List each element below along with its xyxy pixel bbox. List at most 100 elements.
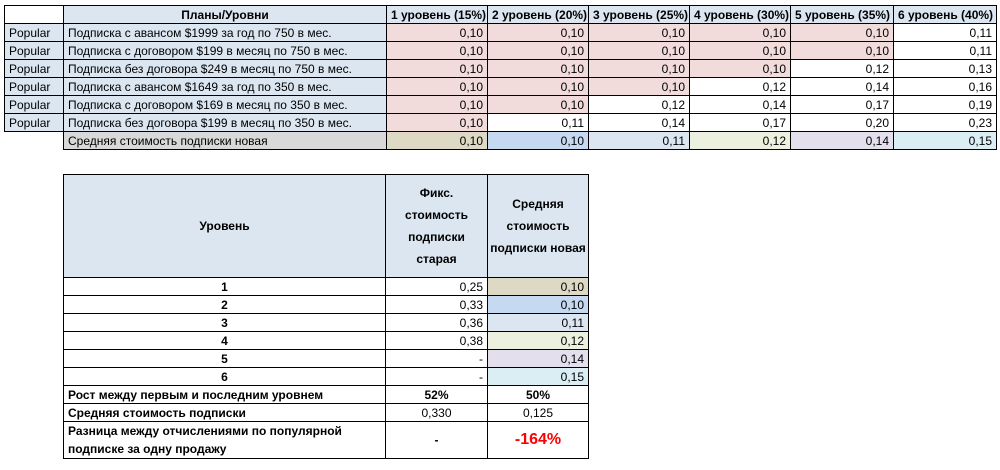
level-value-cell: 0,10 <box>689 59 791 78</box>
level-value-cell: 0,10 <box>790 23 894 42</box>
plan-row: Popular Подписка без договора $199 в меся… <box>4 113 997 132</box>
avg-value-6: 0,15 <box>893 131 997 150</box>
level-value-cell: 0,10 <box>487 77 589 96</box>
level-value-cell: 0,23 <box>893 113 997 132</box>
header-level-4: 4 уровень (30%) <box>689 5 791 24</box>
plan-name: Подписка с авансом $1649 за год по 350 в… <box>63 77 387 96</box>
level-value-cell: 0,10 <box>386 95 488 114</box>
header-plans: Планы/Уровни <box>63 5 387 24</box>
new-cost-value: 0,15 <box>487 367 589 386</box>
old-cost-value: - <box>385 367 488 386</box>
level-row: 4 0,38 0,12 <box>63 331 589 350</box>
level-value-cell: 0,10 <box>386 23 488 42</box>
plan-row: Popular Подписка с авансом $1649 за год п… <box>4 77 997 96</box>
level-value-cell: 0,16 <box>893 77 997 96</box>
plans-levels-table: Планы/Уровни 1 уровень (15%) 2 уровень (… <box>4 5 997 150</box>
level-value-cell: 0,12 <box>689 77 791 96</box>
level-value-cell: 0,10 <box>487 41 589 60</box>
avg-label: Средняя стоимость подписки новая <box>63 131 387 150</box>
old-cost-value: 0,33 <box>385 295 488 314</box>
popular-tag: Popular <box>4 113 64 132</box>
growth-label: Рост между первым и последним уровнем <box>63 385 386 404</box>
average-cost-label: Средняя стоимость подписки <box>63 403 386 422</box>
growth-new: 50% <box>487 385 589 404</box>
plan-name: Подписка с договором $169 в месяц по 350… <box>63 95 387 114</box>
level-number: 6 <box>63 367 386 386</box>
avg-value-3: 0,11 <box>588 131 690 150</box>
level-value-cell: 0,10 <box>588 77 690 96</box>
popular-tag: Popular <box>4 95 64 114</box>
new-cost-value: 0,14 <box>487 349 589 368</box>
table1-header-row: Планы/Уровни 1 уровень (15%) 2 уровень (… <box>4 5 997 24</box>
level-row: 1 0,25 0,10 <box>63 277 589 296</box>
new-cost-value: 0,12 <box>487 331 589 350</box>
level-value-cell: 0,12 <box>588 95 690 114</box>
header-old-cost: Фикс. стоимость подписки старая <box>385 174 488 278</box>
difference-row: Разница между отчислениями по популярной… <box>63 421 589 459</box>
old-cost-value: - <box>385 349 488 368</box>
header-level-3: 3 уровень (25%) <box>588 5 690 24</box>
table2-header-row: Уровень Фикс. стоимость подписки старая … <box>63 174 589 278</box>
level-value-cell: 0,10 <box>588 59 690 78</box>
level-value-cell: 0,10 <box>487 95 589 114</box>
level-value-cell: 0,17 <box>689 113 791 132</box>
difference-old: - <box>385 421 488 459</box>
avg-value-1: 0,10 <box>386 131 488 150</box>
new-cost-value: 0,11 <box>487 313 589 332</box>
level-value-cell: 0,11 <box>487 113 589 132</box>
plan-name: Подписка без договора $199 в месяц по 35… <box>63 113 387 132</box>
difference-new: -164% <box>487 421 589 459</box>
level-number: 5 <box>63 349 386 368</box>
table1-average-row: Средняя стоимость подписки новая 0,10 0,… <box>4 131 997 150</box>
avg-value-4: 0,12 <box>689 131 791 150</box>
plan-row: Popular Подписка с авансом $1999 за год п… <box>4 23 997 42</box>
old-cost-value: 0,25 <box>385 277 488 296</box>
level-number: 2 <box>63 295 386 314</box>
level-value-cell: 0,17 <box>790 95 894 114</box>
level-number: 4 <box>63 331 386 350</box>
old-cost-value: 0,36 <box>385 313 488 332</box>
level-value-cell: 0,14 <box>790 77 894 96</box>
level-number: 1 <box>63 277 386 296</box>
level-value-cell: 0,11 <box>893 23 997 42</box>
level-value-cell: 0,10 <box>588 23 690 42</box>
header-level: Уровень <box>63 174 386 278</box>
growth-row: Рост между первым и последним уровнем 52… <box>63 385 589 404</box>
level-value-cell: 0,10 <box>588 41 690 60</box>
header-level-5: 5 уровень (35%) <box>790 5 894 24</box>
new-cost-value: 0,10 <box>487 295 589 314</box>
average-cost-row: Средняя стоимость подписки 0,330 0,125 <box>63 403 589 422</box>
level-comparison-table: Уровень Фикс. стоимость подписки старая … <box>63 174 589 459</box>
plan-row: Popular Подписка с договором $169 в месяц… <box>4 95 997 114</box>
level-row: 5-0,14 <box>63 349 589 368</box>
header-level-2: 2 уровень (20%) <box>487 5 589 24</box>
plan-row: Popular Подписка без договора $249 в меся… <box>4 59 997 78</box>
level-value-cell: 0,10 <box>386 77 488 96</box>
level-value-cell: 0,11 <box>893 41 997 60</box>
plan-name: Подписка с договором $199 в месяц по 750… <box>63 41 387 60</box>
avg-value-5: 0,14 <box>790 131 894 150</box>
level-value-cell: 0,19 <box>893 95 997 114</box>
level-value-cell: 0,10 <box>790 41 894 60</box>
level-value-cell: 0,10 <box>487 59 589 78</box>
plan-name: Подписка без договора $249 в месяц по 75… <box>63 59 387 78</box>
popular-tag: Popular <box>4 41 64 60</box>
average-cost-new: 0,125 <box>487 403 589 422</box>
avg-value-2: 0,10 <box>487 131 589 150</box>
header-level-1: 1 уровень (15%) <box>386 5 488 24</box>
level-value-cell: 0,10 <box>689 23 791 42</box>
new-cost-value: 0,10 <box>487 277 589 296</box>
header-empty <box>4 5 64 24</box>
plan-name: Подписка с авансом $1999 за год по 750 в… <box>63 23 387 42</box>
level-value-cell: 0,10 <box>487 23 589 42</box>
avg-blank-cell <box>4 131 64 150</box>
level-value-cell: 0,10 <box>689 41 791 60</box>
average-cost-old: 0,330 <box>385 403 488 422</box>
plan-row: Popular Подписка с договором $199 в месяц… <box>4 41 997 60</box>
popular-tag: Popular <box>4 59 64 78</box>
header-level-6: 6 уровень (40%) <box>893 5 997 24</box>
level-value-cell: 0,13 <box>893 59 997 78</box>
difference-label: Разница между отчислениями по популярной… <box>63 421 386 459</box>
growth-old: 52% <box>385 385 488 404</box>
level-value-cell: 0,12 <box>790 59 894 78</box>
